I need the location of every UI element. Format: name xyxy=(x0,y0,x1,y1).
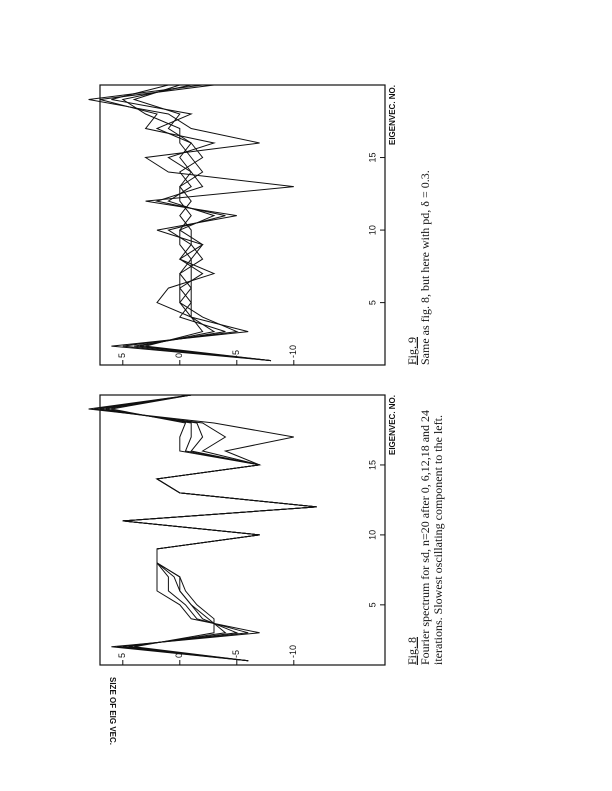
series-line xyxy=(132,84,272,362)
caption-line: Same as fig. 8, but here with pd, δ = 0.… xyxy=(418,170,432,365)
x-axis-label: EIGENVEC. NO. xyxy=(388,395,397,455)
x-tick-label: 5 xyxy=(367,602,377,607)
x-tick-label: 10 xyxy=(367,530,377,540)
x-tick-label: 15 xyxy=(367,460,377,470)
rotated-content: 5 0 -5 -10 5 10 15 EIGENVEC. NO. SIZE OF EIG VEC… xyxy=(88,84,445,745)
caption-line: iterations. Slowest oscillating componen… xyxy=(431,415,445,665)
x-tick-label: 10 xyxy=(367,225,377,235)
series-line xyxy=(111,84,272,362)
plot-frame xyxy=(99,394,386,666)
plot-frame xyxy=(99,84,386,366)
caption-line: Fourier spectrum for sd, n=20 after 0, 6… xyxy=(418,410,432,665)
figure-label: Fig. 8 xyxy=(405,637,419,665)
figure-label: Fig. 9 xyxy=(405,337,419,365)
y-tick-label: 5 xyxy=(117,653,127,658)
y-tick-label: 0 xyxy=(174,653,184,658)
y-tick-label: -5 xyxy=(231,650,241,658)
x-tick-label: 5 xyxy=(367,300,377,305)
y-tick-label: -10 xyxy=(288,345,298,358)
y-tick-label: -5 xyxy=(231,350,241,358)
y-tick-label: -10 xyxy=(288,645,298,658)
y-axis-label: SIZE OF EIG VEC. xyxy=(108,677,117,745)
x-tick-label: 15 xyxy=(367,153,377,163)
y-tick-label: 0 xyxy=(174,353,184,358)
x-axis-label: EIGENVEC. NO. xyxy=(388,85,397,145)
series-line xyxy=(111,394,317,662)
y-tick-label: 5 xyxy=(117,353,127,358)
